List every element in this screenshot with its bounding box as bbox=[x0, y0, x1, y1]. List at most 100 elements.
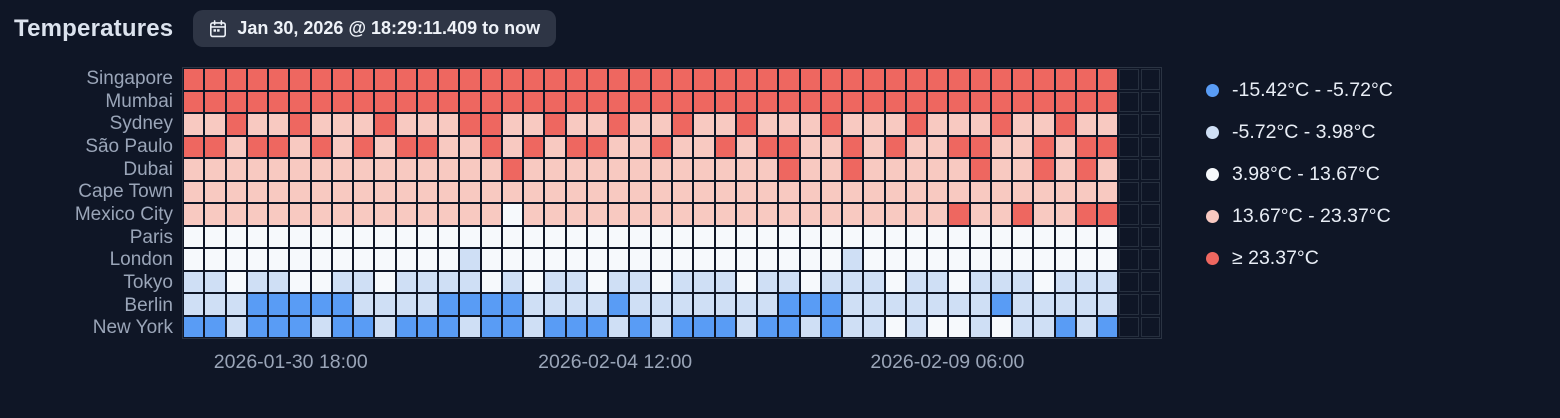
heatmap-cell[interactable] bbox=[396, 271, 416, 292]
heatmap-cell[interactable] bbox=[1098, 91, 1118, 112]
heatmap-cell[interactable] bbox=[1034, 316, 1054, 337]
heatmap-cell[interactable] bbox=[949, 249, 969, 270]
heatmap-cell[interactable] bbox=[587, 294, 608, 315]
heatmap-cell[interactable] bbox=[269, 69, 289, 90]
heatmap-cell[interactable] bbox=[991, 271, 1012, 292]
heatmap-cell[interactable] bbox=[991, 294, 1012, 315]
heatmap-cell[interactable] bbox=[779, 114, 799, 135]
heatmap-cell[interactable] bbox=[375, 316, 395, 337]
heatmap-cell[interactable] bbox=[758, 181, 778, 202]
heatmap-cell[interactable] bbox=[566, 204, 586, 225]
heatmap-cell[interactable] bbox=[1076, 249, 1097, 270]
heatmap-cell[interactable] bbox=[1034, 91, 1054, 112]
heatmap-cell[interactable] bbox=[332, 316, 353, 337]
heatmap-cell[interactable] bbox=[1013, 316, 1033, 337]
heatmap-cell[interactable] bbox=[821, 316, 842, 337]
heatmap-cell[interactable] bbox=[609, 294, 629, 315]
heatmap-cell[interactable] bbox=[439, 294, 459, 315]
heatmap-cell[interactable] bbox=[1013, 294, 1033, 315]
heatmap-cell[interactable] bbox=[1076, 271, 1097, 292]
time-range-badge[interactable]: Jan 30, 2026 @ 18:29:11.409 to now bbox=[193, 10, 557, 47]
heatmap-cell[interactable] bbox=[247, 204, 268, 225]
heatmap-cell[interactable] bbox=[609, 249, 629, 270]
heatmap-cell[interactable] bbox=[396, 204, 416, 225]
heatmap-cell[interactable] bbox=[417, 316, 438, 337]
heatmap-cell[interactable] bbox=[524, 69, 544, 90]
heatmap-cell[interactable] bbox=[566, 316, 586, 337]
heatmap-cell[interactable] bbox=[439, 204, 459, 225]
heatmap-cell[interactable] bbox=[885, 249, 905, 270]
heatmap-cell[interactable] bbox=[630, 136, 650, 157]
heatmap-cell[interactable] bbox=[970, 294, 990, 315]
heatmap-cell[interactable] bbox=[758, 114, 778, 135]
heatmap-cell[interactable] bbox=[417, 249, 438, 270]
heatmap-cell[interactable] bbox=[673, 181, 693, 202]
heatmap-cell[interactable] bbox=[609, 226, 629, 247]
heatmap-cell[interactable] bbox=[269, 271, 289, 292]
heatmap-cell[interactable] bbox=[1055, 271, 1075, 292]
heatmap-cell[interactable] bbox=[715, 69, 735, 90]
heatmap-cell[interactable] bbox=[460, 316, 480, 337]
heatmap-cell[interactable] bbox=[417, 271, 438, 292]
heatmap-cell[interactable] bbox=[928, 226, 948, 247]
heatmap-cell[interactable] bbox=[1013, 271, 1033, 292]
heatmap-cell[interactable] bbox=[396, 181, 416, 202]
heatmap-cell[interactable] bbox=[184, 271, 204, 292]
heatmap-cell[interactable] bbox=[417, 91, 438, 112]
heatmap-cell[interactable] bbox=[354, 294, 374, 315]
heatmap-cell[interactable] bbox=[715, 294, 735, 315]
heatmap-cell[interactable] bbox=[843, 159, 863, 180]
heatmap-cell[interactable] bbox=[481, 271, 501, 292]
heatmap-cell[interactable] bbox=[843, 69, 863, 90]
heatmap-cell[interactable] bbox=[545, 249, 565, 270]
heatmap-cell[interactable] bbox=[545, 114, 565, 135]
heatmap-cell[interactable] bbox=[290, 159, 310, 180]
heatmap-cell[interactable] bbox=[1076, 114, 1097, 135]
heatmap-cell[interactable] bbox=[1098, 294, 1118, 315]
heatmap-cell[interactable] bbox=[885, 91, 905, 112]
heatmap-cell[interactable] bbox=[311, 294, 331, 315]
heatmap-cell[interactable] bbox=[779, 159, 799, 180]
heatmap-cell[interactable] bbox=[800, 204, 820, 225]
heatmap-cell[interactable] bbox=[290, 316, 310, 337]
heatmap-cell[interactable] bbox=[439, 159, 459, 180]
heatmap-cell[interactable] bbox=[800, 249, 820, 270]
heatmap-cell[interactable] bbox=[970, 114, 990, 135]
heatmap-cell[interactable] bbox=[800, 136, 820, 157]
heatmap-cell[interactable] bbox=[332, 114, 353, 135]
heatmap-cell[interactable] bbox=[1055, 159, 1075, 180]
heatmap-cell[interactable] bbox=[1076, 91, 1097, 112]
heatmap-cell[interactable] bbox=[184, 294, 204, 315]
heatmap-cell[interactable] bbox=[205, 114, 225, 135]
heatmap-cell[interactable] bbox=[375, 204, 395, 225]
heatmap-cell[interactable] bbox=[545, 226, 565, 247]
heatmap-cell[interactable] bbox=[843, 204, 863, 225]
heatmap-cell[interactable] bbox=[566, 91, 586, 112]
heatmap-cell[interactable] bbox=[928, 91, 948, 112]
heatmap-cell[interactable] bbox=[694, 91, 714, 112]
heatmap-cell[interactable] bbox=[545, 136, 565, 157]
heatmap-cell[interactable] bbox=[843, 316, 863, 337]
heatmap-cell[interactable] bbox=[375, 226, 395, 247]
heatmap-cell[interactable] bbox=[481, 114, 501, 135]
heatmap-cell[interactable] bbox=[736, 91, 757, 112]
heatmap-cell[interactable] bbox=[566, 271, 586, 292]
heatmap-cell[interactable] bbox=[439, 114, 459, 135]
heatmap-cell[interactable] bbox=[821, 114, 842, 135]
heatmap-cell[interactable] bbox=[864, 316, 884, 337]
heatmap-cell[interactable] bbox=[694, 69, 714, 90]
heatmap-cell[interactable] bbox=[205, 204, 225, 225]
heatmap-cell[interactable] bbox=[396, 159, 416, 180]
heatmap-cell[interactable] bbox=[1055, 316, 1075, 337]
heatmap-cell[interactable] bbox=[630, 181, 650, 202]
heatmap-cell[interactable] bbox=[906, 204, 927, 225]
heatmap-cell[interactable] bbox=[928, 181, 948, 202]
heatmap-cell[interactable] bbox=[481, 91, 501, 112]
heatmap-cell[interactable] bbox=[290, 69, 310, 90]
heatmap-cell[interactable] bbox=[524, 91, 544, 112]
heatmap-cell[interactable] bbox=[375, 181, 395, 202]
heatmap-cell[interactable] bbox=[800, 69, 820, 90]
heatmap-cell[interactable] bbox=[651, 69, 671, 90]
heatmap-cell[interactable] bbox=[673, 249, 693, 270]
heatmap-cell[interactable] bbox=[758, 294, 778, 315]
